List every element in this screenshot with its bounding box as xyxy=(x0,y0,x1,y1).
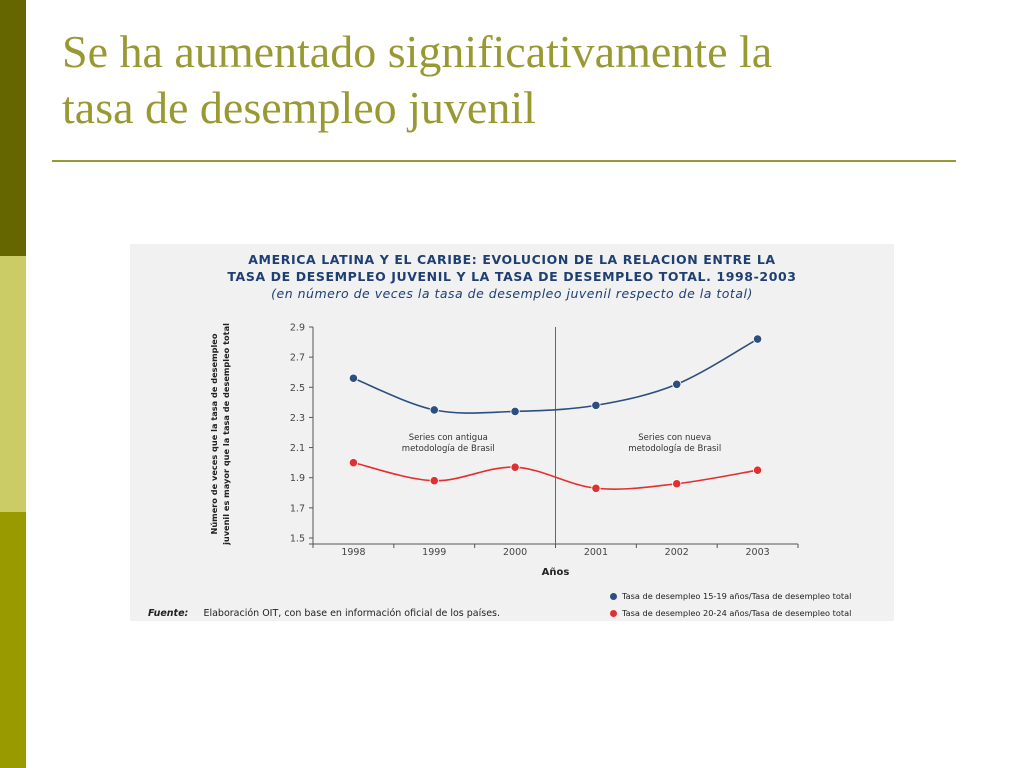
slide-title-line1: Se ha aumentado significativamente la xyxy=(62,26,773,77)
data-point-series-2 xyxy=(672,479,682,489)
y-tick-label: 1.9 xyxy=(290,473,305,484)
data-point-series-1 xyxy=(429,405,439,415)
legend-marker-series-1 xyxy=(610,593,617,600)
legend-marker-series-2 xyxy=(610,610,617,617)
sidebar-band-light xyxy=(0,256,26,512)
x-tick-label: 1998 xyxy=(341,547,365,558)
x-tick-label: 2000 xyxy=(503,547,527,558)
data-point-series-2 xyxy=(510,462,520,472)
series-line-2 xyxy=(353,461,758,490)
data-point-series-1 xyxy=(672,379,682,389)
series-line-1 xyxy=(353,338,758,414)
slide-title-line2: tasa de desempleo juvenil xyxy=(62,82,536,133)
annotation-line2: metodología de Brasil xyxy=(402,444,495,454)
y-tick-label: 2.1 xyxy=(290,443,305,454)
chart-panel: AMERICA LATINA Y EL CARIBE: EVOLUCION DE… xyxy=(130,244,894,621)
data-point-series-1 xyxy=(348,373,359,383)
x-axis-title: Años xyxy=(542,567,570,578)
chart-title-line2: TASA DE DESEMPLEO JUVENIL Y LA TASA DE D… xyxy=(227,269,797,284)
source-text: Elaboración OIT, con base en información… xyxy=(203,608,501,619)
data-point-series-1 xyxy=(591,400,601,410)
sidebar-band-mid xyxy=(0,512,26,768)
data-point-series-1 xyxy=(510,406,520,416)
y-tick-label: 2.7 xyxy=(290,353,305,364)
annotation-line1: Series con antigua xyxy=(409,433,488,443)
data-point-series-2 xyxy=(348,458,359,468)
annotation-line1: Series con nueva xyxy=(638,433,711,443)
chart-subtitle: (en número de veces la tasa de desempleo… xyxy=(271,286,753,301)
data-point-series-1 xyxy=(752,334,763,344)
legend-item-series-1: Tasa de desempleo 15-19 años/Tasa de des… xyxy=(610,591,851,601)
x-tick-label: 2003 xyxy=(745,547,769,558)
title-underline xyxy=(52,160,956,162)
y-tick-label: 2.5 xyxy=(290,383,305,394)
data-point-series-2 xyxy=(591,483,601,493)
x-tick-label: 2001 xyxy=(584,547,608,558)
annotation-line2: metodología de Brasil xyxy=(628,444,721,454)
y-tick-label: 1.7 xyxy=(290,503,305,514)
data-point-series-2 xyxy=(429,476,439,486)
data-point-series-2 xyxy=(752,465,763,475)
y-tick-label: 2.9 xyxy=(290,323,305,334)
slide-title: Se ha aumentado significativamente la ta… xyxy=(62,24,962,136)
x-tick-label: 2002 xyxy=(665,547,689,558)
legend-label-series-2: Tasa de desempleo 20-24 años/Tasa de des… xyxy=(622,608,852,618)
source-label: Fuente: xyxy=(148,608,189,619)
chart-source: Fuente: Elaboración OIT, con base en inf… xyxy=(148,608,500,619)
x-tick-label: 1999 xyxy=(422,547,446,558)
legend-item-series-2: Tasa de desempleo 20-24 años/Tasa de des… xyxy=(610,608,851,618)
chart-title-line1: AMERICA LATINA Y EL CARIBE: EVOLUCION DE… xyxy=(248,252,776,267)
line-chart: 1.5 1.7 1.9 2.1 2.3 2.5 2.7 2.9 1998 1999 2000 2001… xyxy=(290,323,799,578)
sidebar-band-dark xyxy=(0,0,26,256)
legend-label-series-1: Tasa de desempleo 15-19 años/Tasa de des… xyxy=(622,591,852,601)
y-tick-label: 1.5 xyxy=(290,534,305,545)
slide-sidebar xyxy=(0,0,26,768)
y-tick-label: 2.3 xyxy=(290,413,305,424)
